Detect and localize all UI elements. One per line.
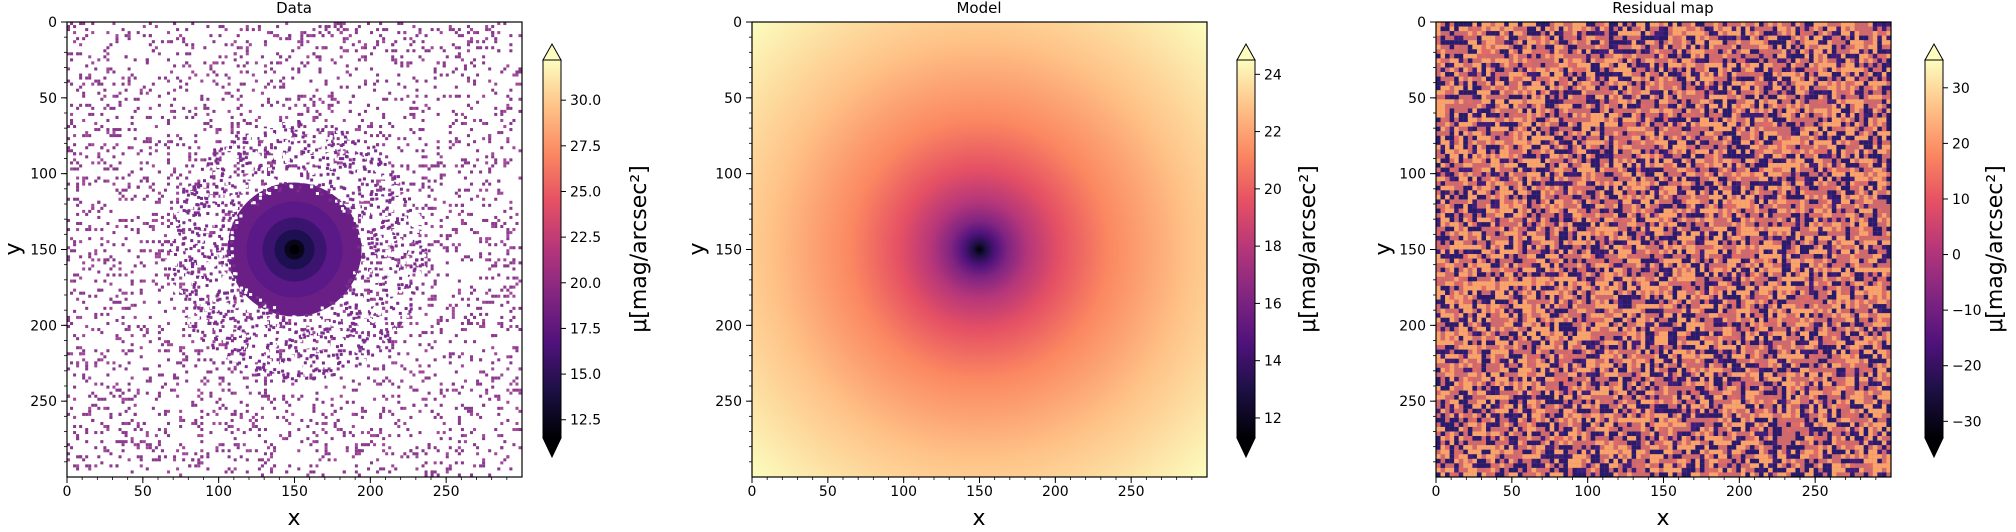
- y-tick-label: 50: [1408, 91, 1426, 107]
- colorbar-tick-label: 25.0: [570, 184, 601, 200]
- colorbar-tick-label: 22.5: [570, 230, 601, 246]
- y-tick-label: 100: [30, 167, 57, 183]
- colorbar-tick-label: 20: [1264, 182, 1282, 198]
- panel-title: Data: [276, 0, 312, 17]
- colorbar-tick-label: 12: [1264, 411, 1282, 427]
- x-tick-label: 250: [1802, 484, 1829, 500]
- colorbar: 12.5 15.0 17.5 20.0 22.5 25.0 27.5 30.0 μ[mag/a…: [542, 42, 652, 459]
- axes: 0 50 100 150 200 250 0 50 100 150 200 250: [1399, 15, 1877, 500]
- x-tick-label: 50: [134, 484, 152, 500]
- x-tick-label: 200: [1042, 484, 1069, 500]
- colorbar-tick-label: 0: [1952, 248, 1961, 264]
- y-tick-label: 150: [1399, 243, 1426, 259]
- colorbar-tick-label: 22: [1264, 125, 1282, 141]
- y-tick-label: 0: [1417, 15, 1426, 31]
- x-tick-label: 150: [1650, 484, 1677, 500]
- heatmap-image: [1436, 22, 1891, 477]
- colorbar: −30 −20 −10 0 10 20 30 μ[mag/arcsec²]: [1924, 42, 2008, 459]
- colorbar-tick-label: 14: [1264, 354, 1282, 370]
- y-tick-label: 250: [1399, 394, 1426, 410]
- y-tick-label: 200: [1399, 318, 1426, 334]
- y-tick-label: 0: [48, 15, 57, 31]
- x-tick-label: 200: [1726, 484, 1753, 500]
- panel-model: Model 0 50 100 150 200 250 0 50 100 150 200 250 x y…: [685, 0, 1321, 531]
- y-axis-label: y: [1, 242, 26, 255]
- colorbar-tick-label: 27.5: [570, 139, 601, 155]
- y-tick-label: 100: [1399, 167, 1426, 183]
- y-tick-label: 150: [715, 243, 742, 259]
- y-tick-label: 200: [715, 318, 742, 334]
- axes: 0 50 100 150 200 250 0 50 100 150 200 250: [30, 15, 508, 500]
- colorbar-tick-label: 16: [1264, 296, 1282, 312]
- colorbar-tick-label: −20: [1952, 359, 1982, 375]
- x-tick-label: 50: [1503, 484, 1521, 500]
- colorbar-tick-label: 30.0: [570, 93, 601, 109]
- y-axis-label: y: [1371, 242, 1396, 255]
- panel-title: Residual map: [1612, 0, 1713, 17]
- x-tick-label: 50: [819, 484, 837, 500]
- y-tick-label: 50: [39, 91, 57, 107]
- x-tick-label: 0: [1432, 484, 1441, 500]
- y-tick-label: 200: [30, 318, 57, 334]
- x-tick-label: 250: [1118, 484, 1145, 500]
- colorbar-tick-label: −30: [1952, 414, 1982, 430]
- y-tick-label: 250: [715, 394, 742, 410]
- x-tick-label: 250: [433, 484, 460, 500]
- colorbar-tick-label: 12.5: [570, 413, 601, 429]
- x-tick-label: 100: [205, 484, 232, 500]
- colorbar-tick-label: 20: [1952, 136, 1970, 152]
- colorbar-tick-label: 17.5: [570, 321, 601, 337]
- x-tick-label: 100: [890, 484, 917, 500]
- colorbar-label: μ[mag/arcsec²]: [1296, 165, 1321, 333]
- colorbar-label: μ[mag/arcsec²]: [1983, 165, 2008, 333]
- colorbar-tick-label: 18: [1264, 239, 1282, 255]
- x-axis-label: x: [972, 506, 985, 531]
- panel-residual: Residual map 0 50 100 150 200 250050100150200…: [1371, 0, 2008, 531]
- x-tick-label: 150: [966, 484, 993, 500]
- y-tick-label: 150: [30, 243, 57, 259]
- x-tick-label: 100: [1574, 484, 1601, 500]
- x-axis-label: x: [287, 506, 300, 531]
- colorbar-tick-label: 24: [1264, 67, 1282, 83]
- panel-title: Model: [956, 0, 1001, 17]
- colorbar-tick-label: −10: [1952, 303, 1982, 319]
- y-tick-label: 50: [724, 91, 742, 107]
- heatmap-image: [67, 22, 522, 477]
- x-tick-label: 0: [63, 484, 72, 500]
- x-tick-label: 150: [281, 484, 308, 500]
- y-axis-label: y: [685, 242, 710, 255]
- colorbar-ticks: 12 14 16 18 20 22 24: [1255, 67, 1282, 427]
- colorbar-tick-label: 30: [1952, 81, 1970, 97]
- colorbar: 12 14 16 18 20 22 24 μ[mag/arcsec²]: [1236, 42, 1321, 459]
- colorbar-tick-label: 10: [1952, 192, 1970, 208]
- x-axis-label: x: [1656, 506, 1669, 531]
- y-tick-label: 100: [715, 167, 742, 183]
- x-tick-label: 0: [748, 484, 757, 500]
- y-tick-label: 0: [733, 15, 742, 31]
- colorbar-label: μ[mag/arcsec²]: [627, 165, 652, 333]
- y-tick-label: 250: [30, 394, 57, 410]
- colorbar-tick-label: 15.0: [570, 367, 601, 383]
- colorbar-ticks: 12.5 15.0 17.5 20.0 22.5 25.0 27.5 30.0: [561, 93, 601, 429]
- colorbar-ticks: −30 −20 −10 0 10 20 30: [1943, 81, 1982, 430]
- heatmap-image: [752, 22, 1207, 477]
- axes: 0 50 100 150 200 250 0 50 100 150 200 250: [715, 15, 1193, 500]
- x-tick-label: 200: [357, 484, 384, 500]
- colorbar-tick-label: 20.0: [570, 276, 601, 292]
